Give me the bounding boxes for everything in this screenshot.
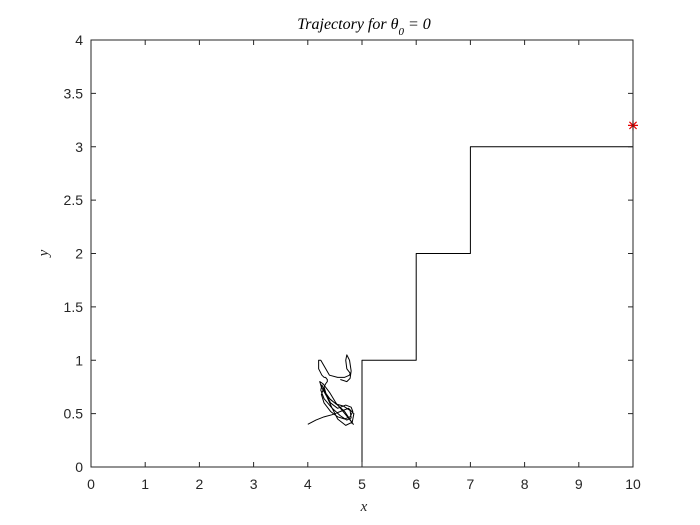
series-line-1 <box>307 354 355 426</box>
x-tick-label: 8 <box>521 476 529 492</box>
chart-title-subscript: 0 <box>398 26 404 38</box>
y-tick-label: 3 <box>75 139 83 155</box>
series-line-0 <box>361 146 633 467</box>
y-tick-label: 0.5 <box>64 406 84 422</box>
chart-title: Trajectory for θ0 = 0 <box>297 16 431 38</box>
y-tick-label: 3.5 <box>64 85 84 101</box>
chart-title-main: Trajectory for θ <box>297 16 398 33</box>
x-tick-label: 6 <box>412 476 420 492</box>
chart-title-suffix: = 0 <box>404 16 431 33</box>
y-axis-label: y <box>36 249 52 258</box>
x-tick-label: 2 <box>196 476 204 492</box>
axes: 0 1 2 3 4 5 6 7 8 9 10 0 0.5 1 1.5 2 2.5 3 3.5 4 <box>64 32 641 492</box>
y-tick-label: 2 <box>75 246 83 262</box>
x-tick-label: 9 <box>575 476 583 492</box>
y-tick-label: 1.5 <box>64 299 84 315</box>
x-tick-label: 3 <box>250 476 258 492</box>
y-tick-label: 4 <box>75 32 83 48</box>
x-tick-label: 1 <box>141 476 149 492</box>
x-tick-label: 5 <box>358 476 366 492</box>
y-tick-label: 1 <box>75 352 83 368</box>
x-tick-label: 7 <box>467 476 475 492</box>
y-tick-label: 0 <box>75 459 83 475</box>
x-tick-label: 0 <box>87 476 95 492</box>
x-tick-label: 10 <box>625 476 641 492</box>
y-tick-label: 2.5 <box>64 192 84 208</box>
x-axis-label: x <box>360 499 368 515</box>
x-tick-label: 4 <box>304 476 312 492</box>
